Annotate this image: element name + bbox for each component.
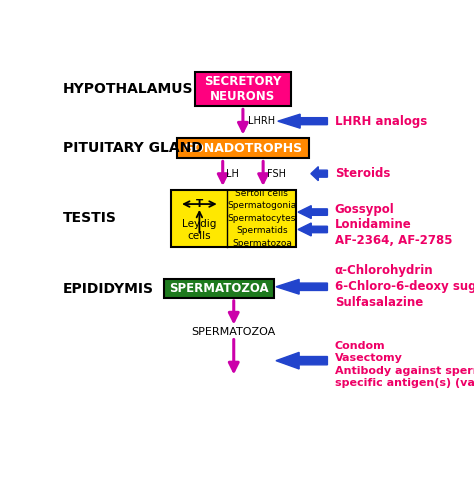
Text: HYPOTHALAMUS: HYPOTHALAMUS (63, 82, 193, 96)
Polygon shape (298, 223, 328, 236)
Polygon shape (298, 205, 328, 218)
Text: Leydig
cells: Leydig cells (182, 219, 217, 240)
Text: T: T (196, 199, 203, 209)
Text: SECRETORY
NEURONS: SECRETORY NEURONS (204, 75, 282, 103)
Text: GONADOTROPHS: GONADOTROPHS (183, 142, 302, 155)
Text: PITUITARY GLAND: PITUITARY GLAND (63, 141, 203, 155)
FancyBboxPatch shape (177, 138, 309, 158)
Text: α-Chlorohydrin
6-Chloro-6-deoxy sugars
Sulfasalazine: α-Chlorohydrin 6-Chloro-6-deoxy sugars S… (335, 264, 474, 309)
Text: Gossypol: Gossypol (335, 203, 394, 216)
Polygon shape (276, 279, 328, 294)
Polygon shape (311, 167, 328, 180)
Text: Condom
Vasectomy
Antibody against sperm-
specific antigen(s) (vaccine): Condom Vasectomy Antibody against sperm-… (335, 341, 474, 388)
Text: SPERMATOZOA: SPERMATOZOA (191, 327, 276, 337)
Text: SPERMATOZOA: SPERMATOZOA (169, 282, 269, 295)
Text: Lonidamine
AF-2364, AF-2785: Lonidamine AF-2364, AF-2785 (335, 218, 452, 247)
Text: Sertoli cells
Spermatogonia
Spermatocytes
Spermatids
Spermatozoa: Sertoli cells Spermatogonia Spermatocyte… (227, 189, 296, 248)
Text: Steroids: Steroids (335, 167, 390, 180)
Text: EPIDIDYMIS: EPIDIDYMIS (63, 282, 154, 296)
Text: LHRH analogs: LHRH analogs (335, 115, 427, 128)
FancyBboxPatch shape (195, 72, 291, 106)
Polygon shape (276, 352, 328, 369)
Text: TESTIS: TESTIS (63, 211, 117, 226)
Text: FSH: FSH (267, 168, 286, 179)
Text: LHRH: LHRH (248, 116, 275, 126)
Text: LH: LH (227, 168, 239, 179)
FancyBboxPatch shape (171, 190, 296, 247)
Polygon shape (278, 114, 328, 128)
FancyBboxPatch shape (164, 279, 274, 298)
